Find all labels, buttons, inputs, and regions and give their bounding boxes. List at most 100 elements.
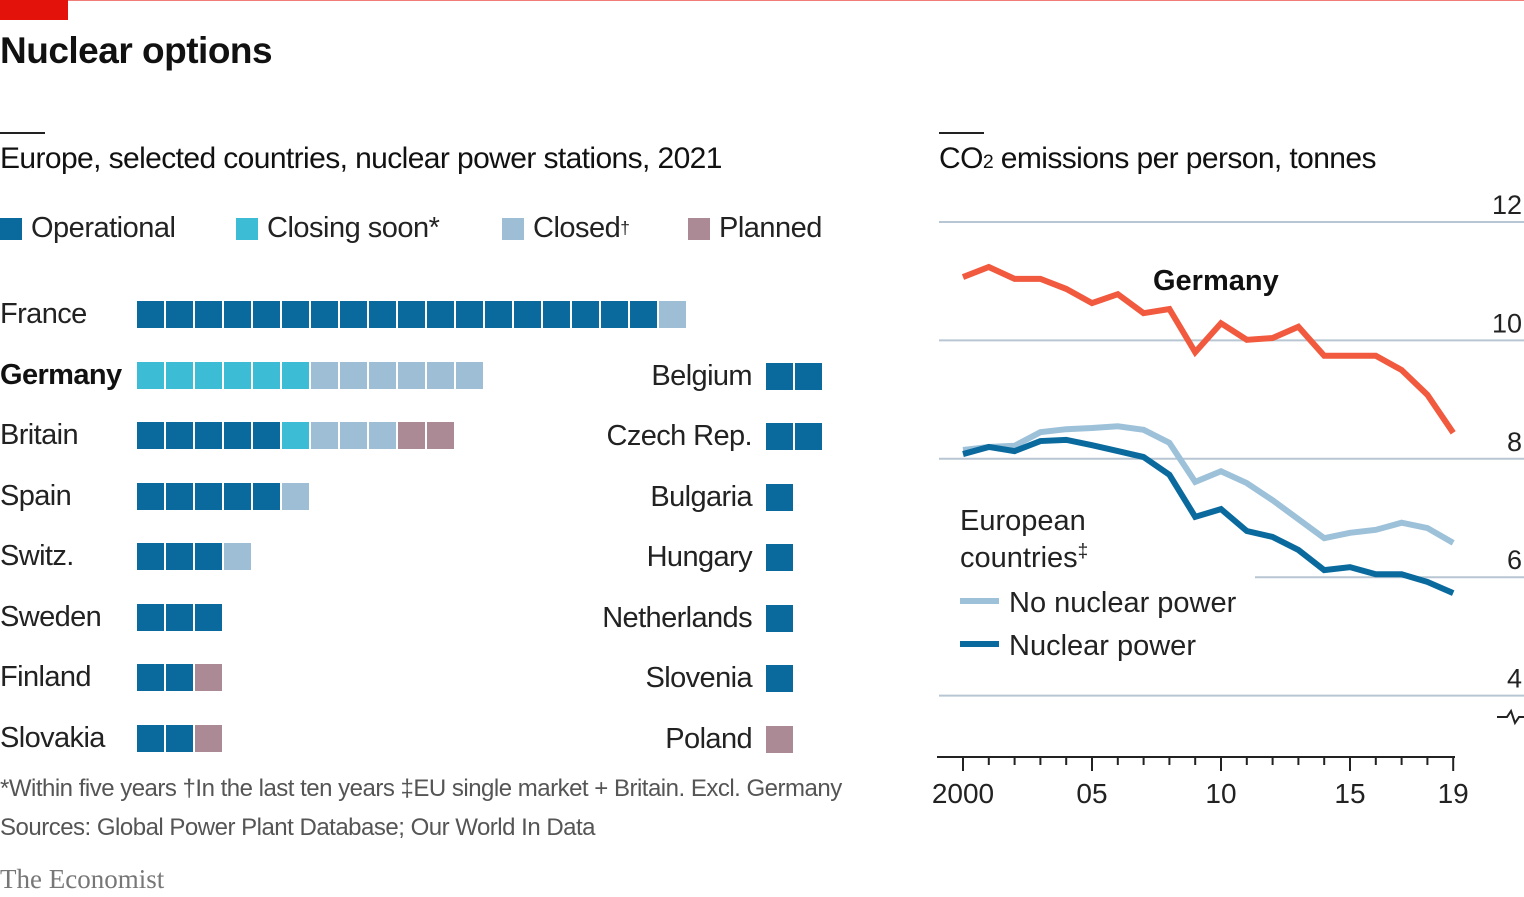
station-square-operational [195,422,222,449]
series-lines [961,263,1456,596]
station-square-operational [311,301,338,328]
station-square-closed [340,422,367,449]
station-square-closed [398,361,425,389]
station-square-operational [137,724,164,752]
station-square-operational [427,301,454,328]
station-square-operational [166,482,193,510]
station-square-operational [543,301,570,328]
y-tick-label: 10 [1492,308,1522,338]
station-square-planned [398,422,425,449]
x-tick-label: 2000 [932,778,994,809]
station-square-closing-soon [282,361,309,389]
station-square-operational [137,482,164,510]
station-square-closed [427,361,454,389]
source-note: Sources: Global Power Plant Database; Ou… [0,814,596,841]
station-square-planned [195,724,222,752]
station-square-operational [795,423,822,450]
country-label: Slovakia [0,721,105,754]
station-square-operational [253,482,280,510]
legend-label-nuclear: Nuclear power [1009,630,1196,662]
station-square-planned [766,725,793,753]
subtitle-text: CO [939,142,983,175]
station-square-operational [224,422,251,449]
station-square-closed [369,361,396,389]
station-square-operational [166,724,193,752]
subtitle-text: emissions per person, tonnes [993,142,1377,175]
station-square-operational [166,422,193,449]
legend-label: Planned [719,212,822,244]
chart-title: Nuclear options [0,30,273,71]
country-label: Hungary [646,541,753,573]
station-square-closing-soon [224,361,251,389]
country-label: Poland [665,722,752,755]
legend-item-closed: Closed † [502,212,630,245]
station-square-operational [137,301,164,328]
right-subtitle-rule [939,132,984,134]
station-square-operational [766,665,793,692]
series-line-no-nuclear-power [962,423,1455,546]
station-square-closed [311,422,338,449]
station-square-planned [427,422,454,449]
station-square-operational [572,301,599,328]
station-square-closed [224,543,251,570]
station-square-closed [659,301,686,328]
country-label: Slovenia [645,662,753,694]
station-square-operational [766,483,793,511]
station-square-operational [795,362,822,390]
legend-label: Operational [31,212,176,244]
legend-label: Closing soon* [267,212,440,244]
country-label: Switz. [0,540,74,572]
y-axis-tick-labels: 4 6 8 10 12 [1492,190,1522,694]
legend-item-operational: Operational [0,212,176,245]
legend-heading-line2: countries‡ [960,541,1088,574]
legend-footnote-mark: ‡ [1078,541,1089,562]
x-tick-label: 19 [1438,778,1469,809]
station-square-planned [195,664,222,691]
country-label: Netherlands [602,601,752,634]
station-square-operational [253,422,280,449]
station-square-operational [398,301,425,328]
station-square-closed [369,422,396,449]
legend-heading-line1: European [960,505,1086,537]
country-label: Germany [0,358,122,391]
station-square-operational [166,603,193,631]
brand-red-tag [0,0,68,20]
country-label: Czech Rep. [606,420,752,452]
y-tick-label: 4 [1507,664,1522,694]
country-label: Finland [0,661,92,693]
station-square-operational [195,543,222,570]
station-square-operational [195,482,222,510]
station-square-operational [224,301,251,328]
right-subtitle: CO2 emissions per person, tonnes [939,142,1376,176]
station-square-closed [340,361,367,389]
legend-item-closing-soon: Closing soon* [236,212,440,245]
station-square-operational [137,543,164,570]
left-subtitle: Europe, selected countries, nuclear powe… [0,142,722,175]
legend-label-no-nuclear: No nuclear power [1009,587,1237,619]
legend-footnote-mark: † [620,218,630,238]
station-square-operational [166,664,193,691]
station-square-operational [766,423,793,450]
station-square-closing-soon [282,422,309,449]
subtitle-subscript: 2 [982,151,994,173]
country-label: Belgium [651,359,752,392]
series-line-nuclear-power [962,436,1455,596]
country-label: Bulgaria [650,480,752,513]
y-tick-label: 6 [1507,545,1522,575]
y-tick-label: 8 [1507,427,1522,457]
station-square-closed [311,361,338,389]
x-tick-label: 15 [1334,778,1365,809]
station-square-operational [340,301,367,328]
station-square-operational [485,301,512,328]
footnote: *Within five years †In the last ten year… [0,775,842,802]
station-square-operational [766,362,793,390]
station-square-operational [766,544,793,571]
station-square-closing-soon [195,361,222,389]
x-tick-label: 10 [1205,778,1236,809]
station-square-operational [195,603,222,631]
station-square-operational [369,301,396,328]
legend-item-planned: Planned [688,212,822,245]
country-label: Spain [0,479,72,512]
station-square-closing-soon [166,361,193,389]
